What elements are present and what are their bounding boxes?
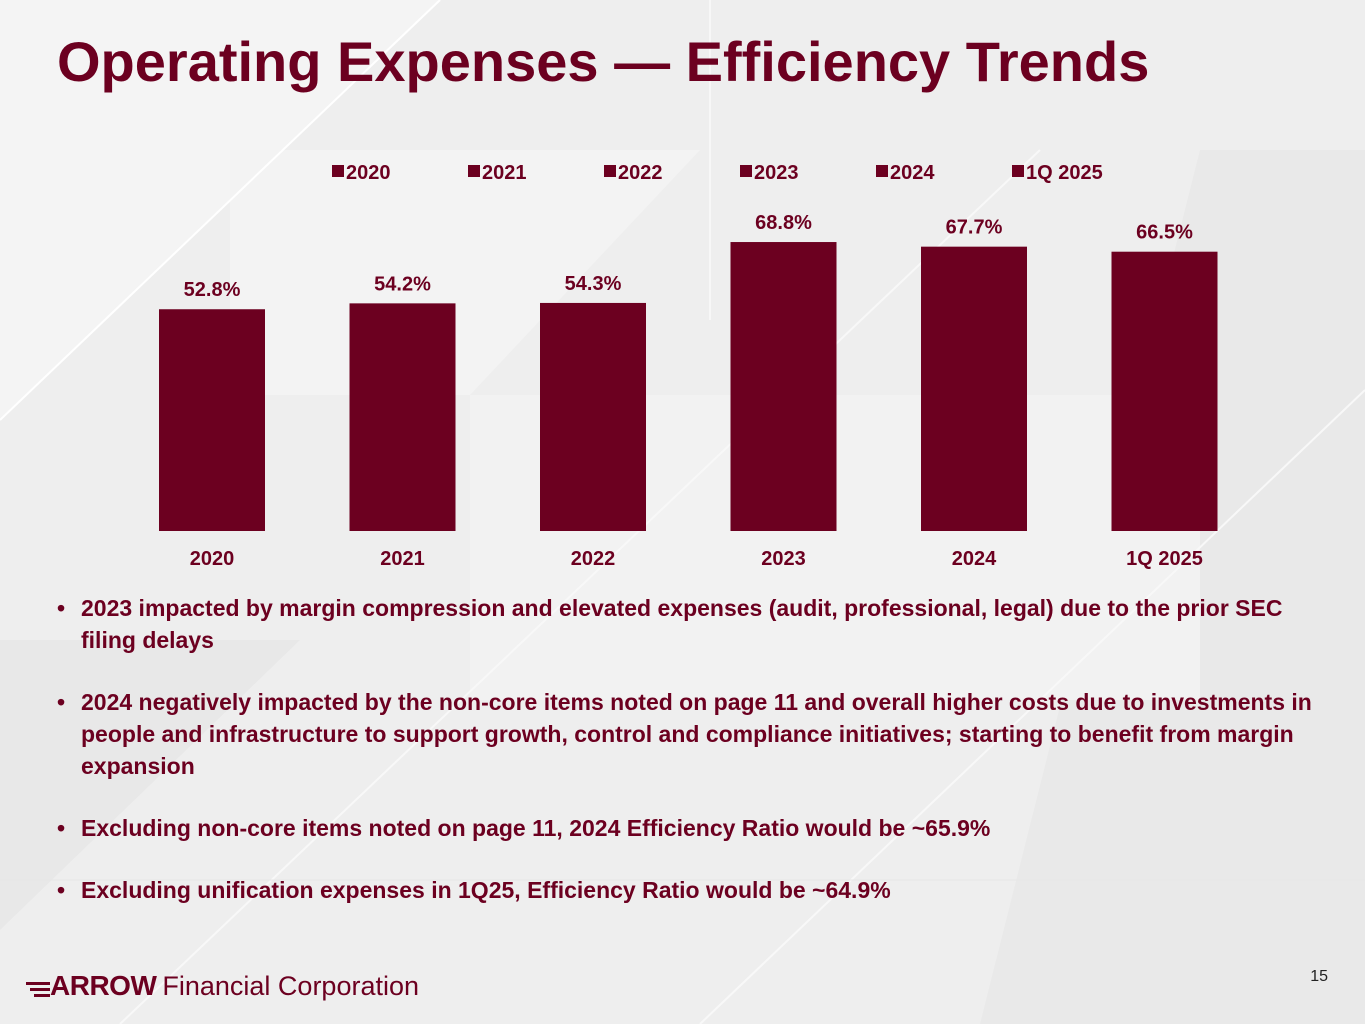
efficiency-ratio-bar-chart: 2020 2021 2022 2023 2024 1Q 2025 52.8% 54.2% 54… (159, 162, 1218, 570)
category-label: 2024 (952, 548, 997, 570)
data-label: 67.7% (946, 217, 1003, 239)
legend-label: 2024 (890, 162, 935, 184)
slide-title: Operating Expenses — Efficiency Trends (57, 30, 1150, 93)
legend-swatch (604, 165, 616, 177)
category-label: 2021 (380, 548, 425, 570)
data-label: 54.3% (565, 273, 622, 295)
chart-legend: 2020 2021 2022 2023 2024 1Q 2025 (332, 162, 1103, 184)
legend-swatch (876, 165, 888, 177)
bar-2023 (730, 242, 837, 532)
bullet-item: 2023 impacted by margin compression and … (57, 592, 1317, 656)
legend-label: 2020 (346, 162, 391, 184)
legend-label: 2023 (754, 162, 799, 184)
bullet-list: 2023 impacted by margin compression and … (57, 592, 1317, 936)
legend-swatch (332, 165, 344, 177)
arrow-logo-icon (26, 982, 50, 997)
category-label: 1Q 2025 (1126, 548, 1203, 570)
logo-wordmark: ARROW (50, 970, 157, 1001)
legend-label: 2021 (482, 162, 527, 184)
category-label: 2022 (571, 548, 616, 570)
chart-bars (159, 242, 1218, 532)
bar-2021 (349, 303, 456, 531)
bar-2024 (921, 246, 1027, 531)
data-label: 54.2% (374, 273, 431, 295)
category-label: 2020 (190, 548, 235, 570)
category-label: 2023 (761, 548, 806, 570)
legend-label: 2022 (618, 162, 663, 184)
legend-swatch (468, 165, 480, 177)
page-number: 15 (1310, 968, 1328, 985)
legend-swatch (1012, 165, 1024, 177)
chart-category-labels: 2020 2021 2022 2023 2024 1Q 2025 (190, 548, 1203, 570)
legend-swatch (740, 165, 752, 177)
bar-1q-2025 (1111, 251, 1218, 531)
company-logo: ARROW Financial Corporation (26, 968, 419, 1004)
bar-2020 (159, 309, 265, 531)
logo-subtitle: Financial Corporation (162, 970, 420, 1001)
data-label: 66.5% (1136, 222, 1193, 244)
bullet-item: Excluding unification expenses in 1Q25, … (57, 874, 1317, 906)
data-label: 68.8% (755, 212, 812, 234)
chart-value-labels: 52.8% 54.2% 54.3% 68.8% 67.7% 66.5% (184, 212, 1193, 301)
bullet-item: Excluding non-core items noted on page 1… (57, 812, 1317, 844)
data-label: 52.8% (184, 279, 241, 301)
bar-2022 (540, 302, 646, 531)
bullet-item: 2024 negatively impacted by the non-core… (57, 686, 1317, 782)
legend-label: 1Q 2025 (1026, 162, 1103, 184)
